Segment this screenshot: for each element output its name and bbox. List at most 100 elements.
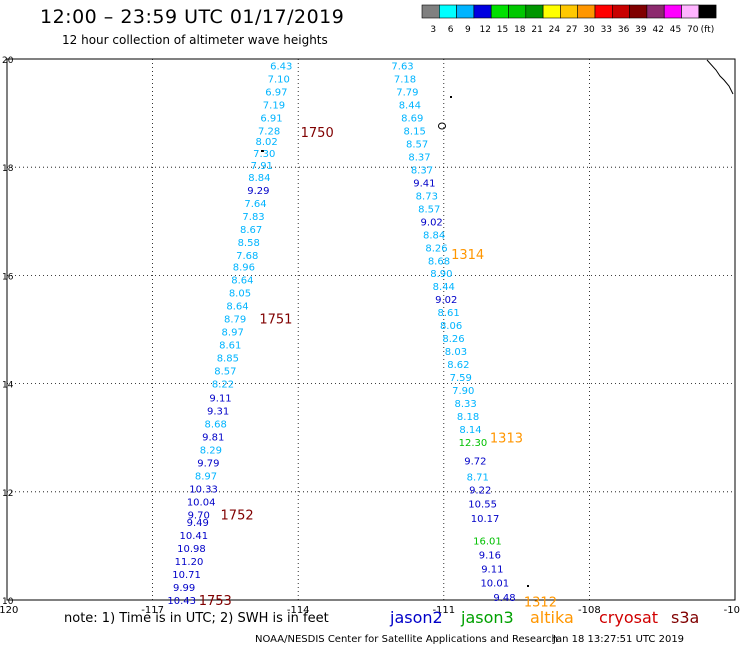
scale-label: 45 [670,25,681,35]
wave-height-point: 9.48 [493,593,515,604]
wave-height-point: 6.97 [265,87,287,98]
x-tick-label: -111 [432,605,455,616]
scale-label: 9 [465,25,471,35]
island [261,150,264,152]
wave-height-point: 9.99 [173,583,195,594]
wave-height-point: 7.64 [244,199,266,210]
scale-label: 30 [583,25,595,35]
wave-height-point: 9.81 [202,433,224,444]
scale-label: 33 [601,25,612,35]
wave-height-point: 10.17 [471,514,500,525]
y-tick-label: 10 [2,597,14,607]
wave-height-point: 8.22 [212,380,234,391]
wave-height-point: 8.84 [248,173,270,184]
y-tick-label: 12 [2,489,13,499]
wave-height-point: 8.44 [433,282,455,293]
y-tick-label: 20 [2,56,14,66]
scale-label: 6 [448,25,454,35]
wave-height-point: 8.84 [423,230,445,241]
wave-height-point: 10.43 [167,596,196,607]
scale-swatch [698,4,717,19]
wave-height-point: 8.14 [459,425,481,436]
island [438,122,446,130]
wave-height-point: 8.64 [231,276,253,287]
wave-height-point: 7.90 [452,386,474,397]
wave-height-point: 8.97 [195,472,217,483]
chart-subtitle: 12 hour collection of altimeter wave hei… [62,33,328,47]
wave-height-point: 8.57 [406,139,428,150]
wave-height-point: 9.11 [209,394,231,405]
x-tick-label: -105 [724,605,740,616]
wave-height-point: 8.37 [408,152,430,163]
wave-height-point: 8.61 [219,341,241,352]
scale-label: 21 [531,25,542,35]
x-tick-label: -114 [287,605,310,616]
legend-s3a: s3a [671,608,700,627]
x-tick-label: -108 [578,605,601,616]
pass-time-label: 1750 [301,126,334,141]
wave-height-point: 8.06 [440,321,462,332]
wave-height-point: 9.31 [207,407,229,418]
wave-height-point: 7.30 [253,149,275,160]
wave-height-point: 8.18 [457,412,479,423]
wave-height-point: 8.71 [467,473,489,484]
wave-height-point: 9.16 [479,551,501,562]
wave-height-point: 7.28 [258,126,280,137]
wave-height-point: 8.33 [455,399,477,410]
wave-height-point: 7.83 [242,212,264,223]
wave-height-point: 8.67 [240,225,262,236]
y-tick-label: 18 [2,164,14,174]
wave-height-point: 7.79 [396,87,418,98]
wave-height-point: 8.29 [200,446,222,457]
y-tick-label: 14 [2,381,14,391]
wave-height-point: 7.68 [236,251,258,262]
wave-height-point: 9.70 [188,511,210,522]
scale-label: 3 [430,25,436,35]
wave-height-point: 8.69 [401,113,423,124]
wave-height-point: 11.20 [175,557,204,568]
wave-height-point: 8.57 [214,367,236,378]
island [450,96,452,98]
wave-height-point: 10.33 [189,485,218,496]
wave-height-point: 8.26 [425,243,447,254]
wave-height-point: 8.68 [428,256,450,267]
scale-label: 39 [635,25,647,35]
scale-label: 15 [497,25,508,35]
wave-height-point: 8.37 [411,165,433,176]
wave-height-point: 8.85 [217,354,239,365]
wave-height-point: 10.41 [180,531,209,542]
wave-height-point: 8.03 [445,347,467,358]
wave-height-point: 8.97 [222,328,244,339]
wave-height-point: 8.62 [447,360,469,371]
wave-height-point: 7.10 [268,74,290,85]
coastline [706,59,734,95]
wave-height-point: 9.41 [413,178,435,189]
scale-label: 36 [618,25,630,35]
chart-title: 12:00 – 23:59 UTC 01/17/2019 [40,6,345,28]
scale-label: 70 [687,25,699,35]
scale-label: 42 [652,25,663,35]
wave-height-point: 8.96 [233,263,255,274]
scale-label: 12 [479,25,490,35]
wave-height-point: 9.22 [469,486,491,497]
y-tick-label: 16 [2,272,14,282]
pass-time-label: 1314 [451,248,484,263]
wave-height-point: 7.18 [394,74,416,85]
wave-height-point: 8.58 [238,238,260,249]
pass-time-label: 1752 [221,509,254,524]
footer-timestamp: Jan 18 13:27:51 UTC 2019 [553,634,685,645]
wave-height-point: 8.73 [416,191,438,202]
scale-label: 18 [514,25,526,35]
wave-height-point: 10.01 [480,579,509,590]
x-tick-label: -117 [141,605,164,616]
wave-height-point: 12.30 [459,438,488,449]
wave-height-point: 10.55 [468,500,497,511]
legend-cryosat: cryosat [599,608,659,627]
scale-label: 27 [566,25,577,35]
pass-time-label: 1313 [490,432,523,447]
wave-height-point: 8.61 [438,308,460,319]
legend-altika: altika [530,608,574,627]
scale-label: 24 [549,25,561,35]
x-tick-label: -120 [0,605,18,616]
